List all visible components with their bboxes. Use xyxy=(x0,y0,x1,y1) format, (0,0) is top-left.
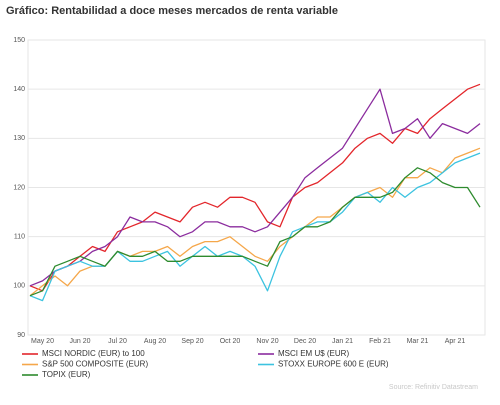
x-tick-label: Sep 20 xyxy=(181,338,203,345)
series-line xyxy=(29,152,481,302)
x-tick-label: Jun 20 xyxy=(69,338,90,345)
series-line xyxy=(29,147,481,297)
x-tick-label: Dec 20 xyxy=(294,338,316,345)
y-tick-label: 100 xyxy=(13,283,25,290)
plot-frame xyxy=(27,39,486,336)
x-tick-label: Feb 21 xyxy=(369,338,391,345)
legend-label: MSCI NORDIC (EUR) to 100 xyxy=(42,349,145,358)
y-tick-label: 140 xyxy=(13,86,25,93)
y-tick-label: 110 xyxy=(14,234,25,241)
series-line xyxy=(29,88,481,287)
chart-title: Gráfico: Rentabilidad a doce meses merca… xyxy=(6,5,338,17)
x-tick-label: Oct 20 xyxy=(220,338,241,345)
y-tick-label: 130 xyxy=(13,135,25,142)
legend-label: MSCI EM U$ (EUR) xyxy=(278,349,349,358)
x-tick-label: Jul 20 xyxy=(108,338,127,345)
x-tick-label: Jan 21 xyxy=(332,338,353,345)
legend-label: STOXX EUROPE 600 E (EUR) xyxy=(278,360,389,369)
series-line xyxy=(29,167,481,297)
source: Source: Refinitiv Datastream xyxy=(389,384,478,391)
legend-label: S&P 500 COMPOSITE (EUR) xyxy=(42,360,148,369)
x-tick-label: May 20 xyxy=(31,338,54,345)
x-tick-label: Nov 20 xyxy=(256,338,278,345)
x-tick-label: Aug 20 xyxy=(144,338,166,345)
legend-label: TOPIX (EUR) xyxy=(42,370,91,379)
y-tick-label: 90 xyxy=(17,332,25,339)
y-tick-label: 150 xyxy=(13,37,25,44)
x-tick-label: Mar 21 xyxy=(407,338,429,345)
y-tick-label: 120 xyxy=(13,184,25,191)
x-tick-label: Apr 21 xyxy=(445,338,466,345)
